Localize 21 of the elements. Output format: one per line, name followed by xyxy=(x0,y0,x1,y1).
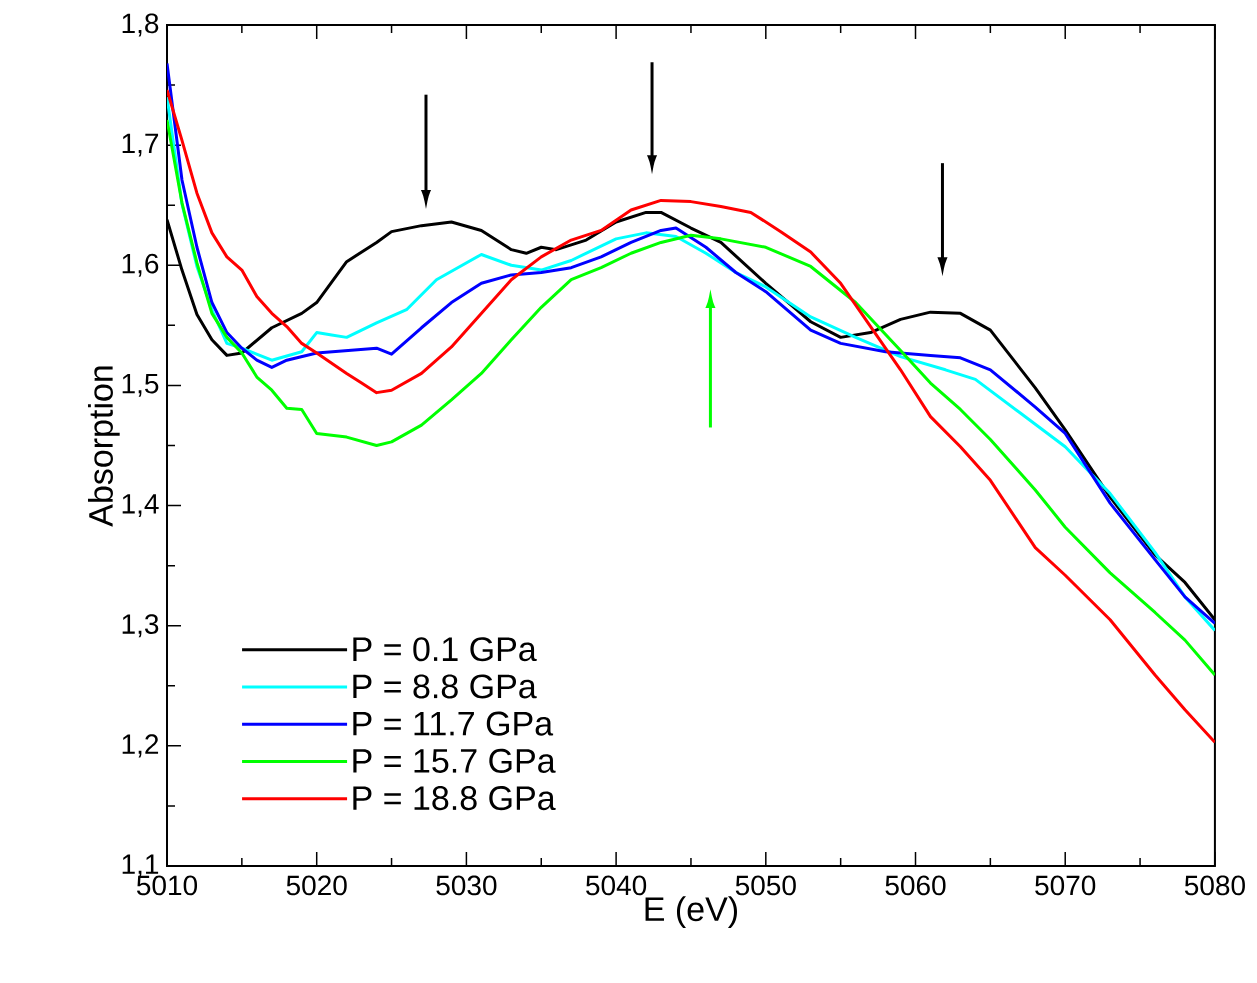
x-tick-label: 5040 xyxy=(586,875,647,896)
x-tick-label: 5020 xyxy=(286,875,347,896)
y-tick-label: 1,8 xyxy=(122,13,159,37)
y-tick-label: 1,4 xyxy=(122,494,159,517)
legend-label: P = 11.7 GPa xyxy=(353,711,554,736)
y-tick-label: 1,2 xyxy=(122,734,159,758)
y-tick-label: 1,7 xyxy=(122,133,159,157)
y-tick-label: 1,6 xyxy=(122,253,159,277)
y-tick-label: 1,3 xyxy=(122,614,159,638)
x-tick-label: 5050 xyxy=(735,875,796,896)
x-tick-label: 5070 xyxy=(1035,875,1096,896)
x-tick-label: 5080 xyxy=(1184,875,1245,896)
legend-label: P = 0.1 GPa xyxy=(353,637,537,662)
legend-label: P = 18.8 GPa xyxy=(353,786,556,811)
x-tick-label: 5030 xyxy=(436,875,497,896)
legend-label: P = 8.8 GPa xyxy=(353,674,537,699)
y-axis-title: Absorption xyxy=(87,366,120,527)
legend-label: P = 15.7 GPa xyxy=(353,748,556,773)
y-tick-label: 1,5 xyxy=(122,374,159,397)
x-axis-title: E (eV) xyxy=(645,896,737,928)
x-tick-label: 5060 xyxy=(885,875,946,896)
